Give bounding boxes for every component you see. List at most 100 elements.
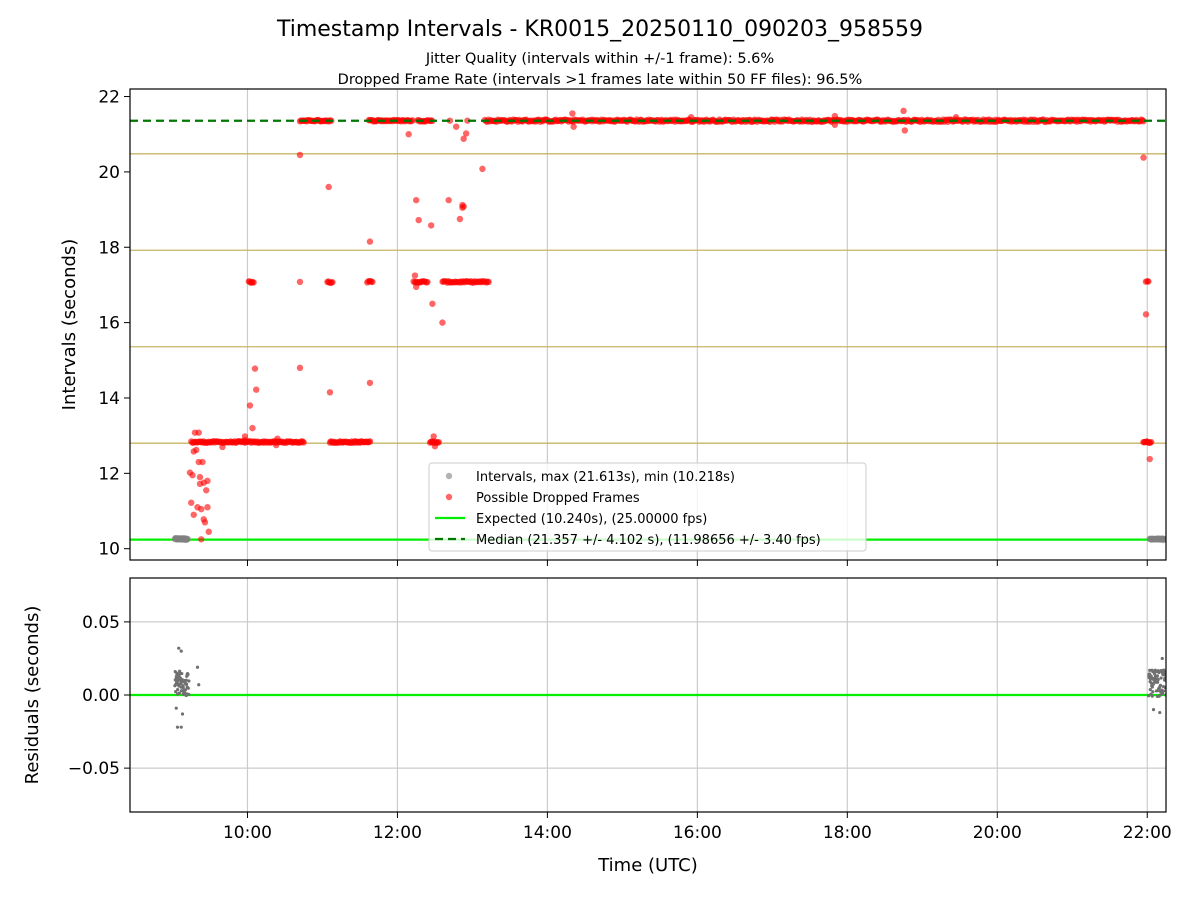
dropped-frame-point bbox=[203, 487, 210, 494]
dropped-frame-point bbox=[429, 300, 436, 307]
dropped-frame-point bbox=[219, 443, 226, 451]
intervals-series bbox=[171, 534, 1166, 544]
dropped-frame-point bbox=[405, 131, 412, 138]
dropped-frame-point bbox=[1140, 154, 1147, 161]
dropped-frame-point bbox=[366, 438, 374, 445]
dropped-frame-point bbox=[190, 511, 197, 518]
dropped-frame-point bbox=[415, 216, 422, 224]
residual-point bbox=[184, 678, 188, 682]
dropped-frame-point bbox=[199, 458, 206, 466]
residual-point bbox=[174, 674, 178, 679]
dropped-frame-point bbox=[411, 272, 419, 279]
dropped-frame-point bbox=[296, 278, 304, 286]
residual-point bbox=[1148, 677, 1153, 681]
dropped-frame-point bbox=[296, 364, 304, 372]
dropped-frame-point bbox=[241, 433, 249, 440]
dropped-frame-point bbox=[901, 127, 909, 134]
dropped-frame-point bbox=[464, 117, 471, 124]
y-tick-label: 20 bbox=[98, 163, 120, 183]
x-tick-label: 22:00 bbox=[1123, 823, 1172, 843]
residual-point bbox=[1155, 674, 1160, 678]
residual-point bbox=[1151, 708, 1156, 712]
residual-point bbox=[1151, 682, 1155, 686]
dropped-frame-point bbox=[1145, 278, 1152, 285]
y-tick-label: 16 bbox=[98, 314, 120, 334]
dropped-frame-point bbox=[329, 278, 336, 286]
interval-point bbox=[184, 535, 191, 543]
residuals-panel: 0.05 0.00 −0.05 10:00 12:00 14:00 16:00 18:00 20… bbox=[22, 577, 1172, 843]
dropped-frame-point bbox=[189, 472, 196, 479]
dropped-frame-point bbox=[201, 519, 209, 526]
residual-point bbox=[1147, 694, 1151, 698]
chart-subtitle-jitter: Jitter Quality (intervals within +/-1 fr… bbox=[425, 51, 774, 67]
legend-marker bbox=[445, 472, 453, 480]
x-tick-label: 18:00 bbox=[823, 823, 872, 843]
dropped-frame-point bbox=[326, 389, 334, 396]
bottom-data bbox=[130, 646, 1166, 729]
residual-point bbox=[187, 692, 191, 697]
y-tick-label: 0.00 bbox=[82, 686, 120, 706]
residual-point bbox=[179, 725, 183, 729]
dropped-frame-point bbox=[445, 196, 452, 204]
residual-point bbox=[195, 665, 200, 669]
dropped-frame-point bbox=[439, 319, 446, 326]
residual-point bbox=[180, 671, 184, 676]
residual-point bbox=[1148, 668, 1152, 672]
dropped-frame-point bbox=[204, 504, 211, 511]
residuals-series bbox=[173, 646, 1166, 729]
residual-point bbox=[183, 688, 188, 692]
y-axis-label: Intervals (seconds) bbox=[59, 239, 80, 411]
residual-point bbox=[184, 682, 189, 686]
residual-point bbox=[1156, 680, 1160, 684]
dropped-frame-point bbox=[246, 402, 254, 409]
dropped-frame-point bbox=[249, 424, 256, 432]
dropped-frame-point bbox=[205, 528, 212, 535]
residual-point bbox=[1156, 677, 1160, 682]
dropped-frame-point bbox=[296, 151, 304, 159]
dropped-frame-point bbox=[687, 114, 695, 121]
dropped-frame-point bbox=[430, 433, 437, 440]
residual-point bbox=[176, 687, 180, 692]
dropped-frame-point bbox=[900, 107, 907, 115]
residual-point bbox=[174, 690, 178, 694]
dropped-frame-point bbox=[569, 110, 576, 117]
residual-point bbox=[1160, 656, 1164, 661]
dropped-frame-point bbox=[952, 114, 960, 121]
legend-label: Intervals, max (21.613s), min (10.218s) bbox=[476, 470, 735, 485]
dropped-frame-point bbox=[325, 183, 332, 191]
x-tick-label: 14:00 bbox=[523, 823, 572, 843]
residual-point bbox=[177, 691, 182, 695]
top-axes-frame bbox=[129, 88, 1167, 561]
residual-point bbox=[1151, 690, 1155, 694]
dropped-frame-point bbox=[435, 439, 443, 446]
legend: Intervals, max (21.613s), min (10.218s) P… bbox=[428, 462, 867, 552]
chart-title: Timestamp Intervals - KR0015_20250110_09… bbox=[276, 17, 923, 42]
dropped-frame-point bbox=[412, 283, 420, 291]
dropped-frame-point bbox=[253, 386, 260, 393]
dropped-frame-point bbox=[251, 365, 259, 372]
x-tick-label: 10:00 bbox=[223, 823, 272, 843]
dropped-frame-point bbox=[460, 135, 467, 142]
dropped-frame-point bbox=[424, 278, 431, 286]
residual-point bbox=[1149, 674, 1153, 679]
dropped-frame-point bbox=[1142, 311, 1150, 318]
dropped-frame-point bbox=[366, 379, 374, 387]
residual-point bbox=[177, 646, 181, 650]
dropped-frame-point bbox=[485, 278, 492, 286]
residual-point bbox=[174, 706, 178, 710]
residual-point bbox=[1148, 688, 1152, 692]
residual-point bbox=[1158, 683, 1163, 687]
dropped-frame-point bbox=[300, 439, 307, 446]
legend-label: Expected (10.240s), (25.00000 fps) bbox=[476, 512, 707, 527]
y-tick-label: 10 bbox=[98, 540, 120, 560]
x-tick-label: 12:00 bbox=[373, 823, 422, 843]
x-tick-label: 16:00 bbox=[673, 823, 722, 843]
y-tick-label: 18 bbox=[98, 238, 120, 258]
y-tick-label: 0.05 bbox=[82, 613, 120, 633]
y-tick-label: 22 bbox=[98, 88, 120, 108]
dropped-frame-point bbox=[204, 477, 211, 485]
dropped-frame-point bbox=[188, 499, 195, 506]
dropped-frame-point bbox=[456, 215, 464, 223]
dropped-frame-point bbox=[274, 435, 281, 442]
